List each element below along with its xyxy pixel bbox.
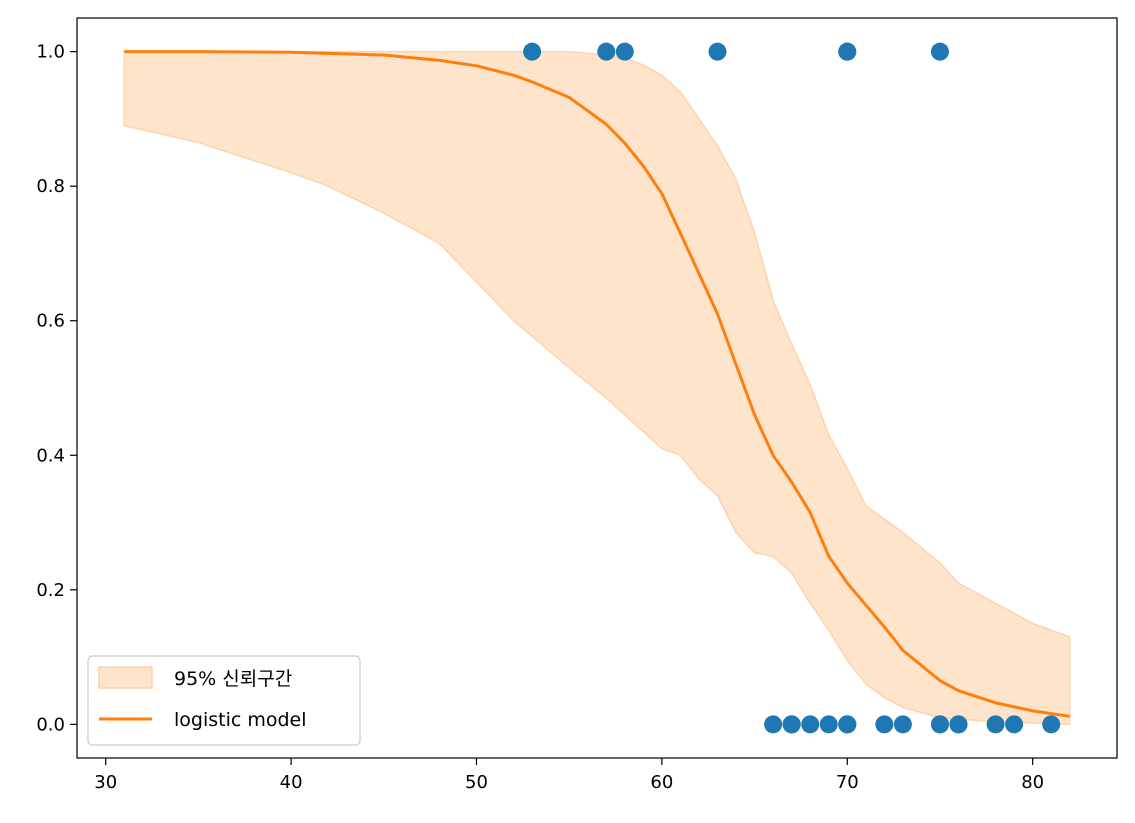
x-tick-label: 80	[1021, 772, 1044, 793]
data-point	[615, 42, 634, 61]
legend-band-swatch	[98, 666, 153, 689]
y-tick-label: 0.0	[36, 714, 65, 735]
data-point	[597, 42, 616, 61]
x-tick-label: 60	[650, 772, 673, 793]
data-point	[930, 715, 949, 734]
y-tick-label: 0.6	[36, 311, 65, 332]
data-point	[523, 42, 542, 61]
x-tick-label: 50	[465, 772, 488, 793]
data-point	[708, 42, 727, 61]
x-axis: 30 40 50 60 70 80	[94, 758, 1044, 793]
data-point	[801, 715, 820, 734]
x-tick-label: 30	[94, 772, 117, 793]
x-tick-label: 40	[280, 772, 303, 793]
data-points	[523, 42, 1061, 734]
y-axis: 0.0 0.2 0.4 0.6 0.8 1.0	[36, 42, 77, 735]
y-tick-label: 0.4	[36, 445, 65, 466]
legend-box	[87, 655, 361, 746]
plot-area	[123, 42, 1071, 734]
y-tick-label: 1.0	[36, 42, 65, 63]
legend-line-label: logistic model	[174, 709, 307, 731]
legend-band-label: 95% 신뢰구간	[174, 668, 292, 690]
y-tick-label: 0.8	[36, 176, 65, 197]
data-point	[782, 715, 801, 734]
y-tick-label: 0.2	[36, 580, 65, 601]
data-point	[838, 715, 857, 734]
data-point	[764, 715, 783, 734]
data-point	[1005, 715, 1024, 734]
data-point	[875, 715, 894, 734]
data-point	[949, 715, 968, 734]
data-point	[893, 715, 912, 734]
axes-frame	[76, 17, 1118, 759]
data-point	[986, 715, 1005, 734]
data-point	[930, 42, 949, 61]
legend: 95% 신뢰구간 logistic model	[87, 655, 361, 746]
confidence-band	[123, 50, 1071, 726]
data-point	[819, 715, 838, 734]
logistic-model-line	[124, 50, 1070, 718]
x-tick-label: 70	[836, 772, 859, 793]
data-point	[838, 42, 857, 61]
data-point	[1042, 715, 1061, 734]
